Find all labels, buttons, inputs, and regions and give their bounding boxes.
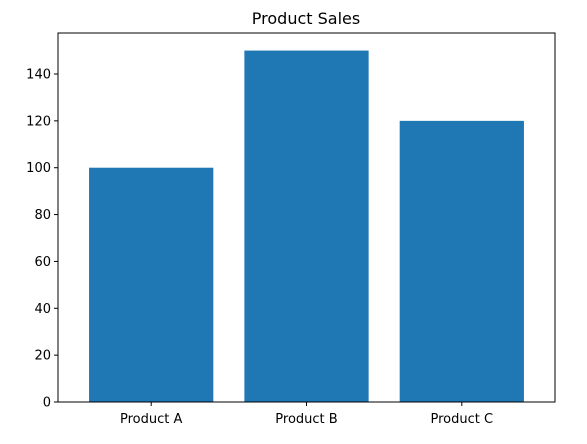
- bar-product-a: [89, 167, 214, 402]
- bar-product-c: [399, 120, 524, 402]
- x-tick-label: Product C: [431, 412, 494, 427]
- x-tick-label: Product A: [120, 412, 182, 427]
- y-tick-label: 140: [26, 68, 51, 83]
- y-tick-label: 100: [26, 161, 51, 176]
- y-tick-label: 60: [34, 255, 51, 270]
- y-tick-label: 20: [34, 349, 51, 364]
- y-tick-label: 0: [43, 396, 51, 411]
- bar-product-b: [244, 50, 369, 402]
- y-tick-label: 120: [26, 114, 51, 129]
- axes-layer: 0 20 40 60 80 100 120 140 Product A Product B Prod…: [26, 32, 556, 427]
- y-tick-label: 40: [34, 302, 51, 317]
- y-tick-label: 80: [34, 208, 51, 223]
- chart-title: Product Sales: [252, 9, 360, 28]
- bars-layer: [89, 50, 524, 402]
- x-tick-label: Product B: [275, 412, 337, 427]
